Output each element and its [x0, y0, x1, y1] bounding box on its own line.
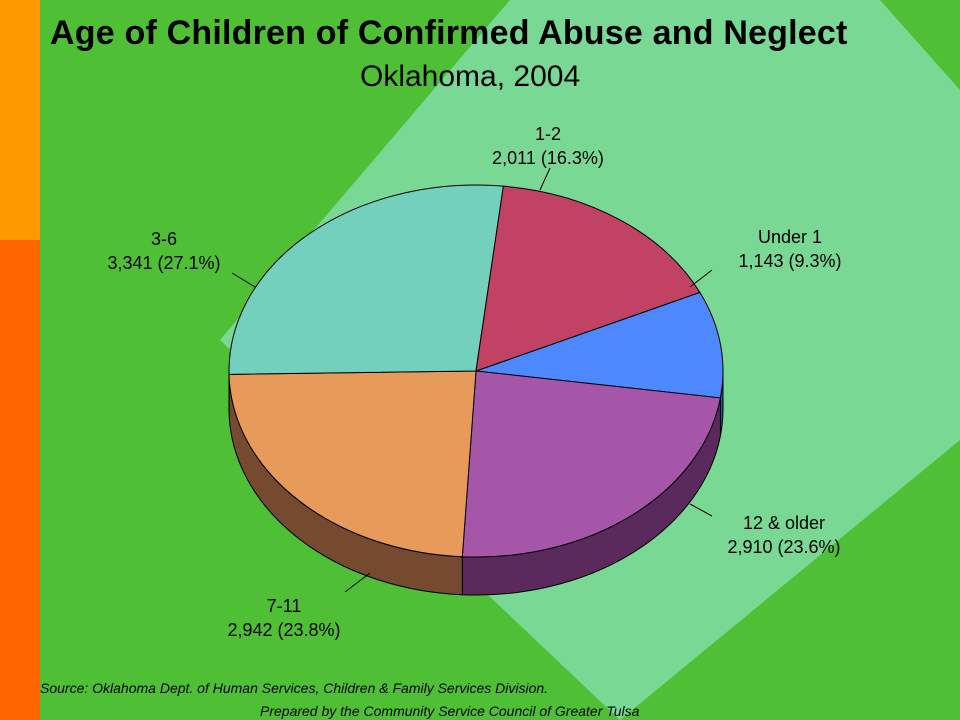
leader-line — [539, 167, 551, 191]
chart-title: Age of Children of Confirmed Abuse and N… — [50, 14, 848, 52]
chart-subtitle: Oklahoma, 2004 — [360, 60, 581, 93]
leader-line — [231, 272, 256, 288]
slice-value-label: 2,011 (16.3%) — [492, 148, 604, 168]
slice-value-label: 2,942 (23.8%) — [227, 620, 340, 640]
pie-slice-12-older[interactable] — [461, 370, 721, 558]
leader-line — [689, 269, 713, 288]
leader-line — [689, 503, 713, 517]
pie-slice-1-2[interactable] — [475, 185, 701, 372]
slice-value-label: 3,341 (27.1%) — [107, 253, 220, 273]
pie-slice-3-6[interactable] — [228, 184, 504, 375]
accent-bar-bottom — [0, 240, 40, 720]
slice-value-label: 2,910 (23.6%) — [727, 537, 840, 557]
slice-value-label: 1,143 (9.3%) — [738, 251, 841, 271]
pie-slice-7-11[interactable] — [228, 370, 477, 558]
slice-label: Under 1 — [758, 227, 822, 247]
accent-bar-top — [0, 0, 40, 240]
background-corner — [880, 0, 960, 90]
slice-label: 7-11 — [267, 596, 302, 616]
slice-label: 12 & older — [743, 513, 825, 533]
prepared-by-note: Prepared by the Community Service Counci… — [260, 703, 640, 719]
source-note: Source: Oklahoma Dept. of Human Services… — [40, 680, 549, 696]
leader-line — [344, 572, 371, 593]
slice-label: 1-2 — [535, 124, 561, 144]
pie-slice-under-1[interactable] — [475, 291, 724, 399]
slice-label: 3-6 — [151, 229, 177, 249]
